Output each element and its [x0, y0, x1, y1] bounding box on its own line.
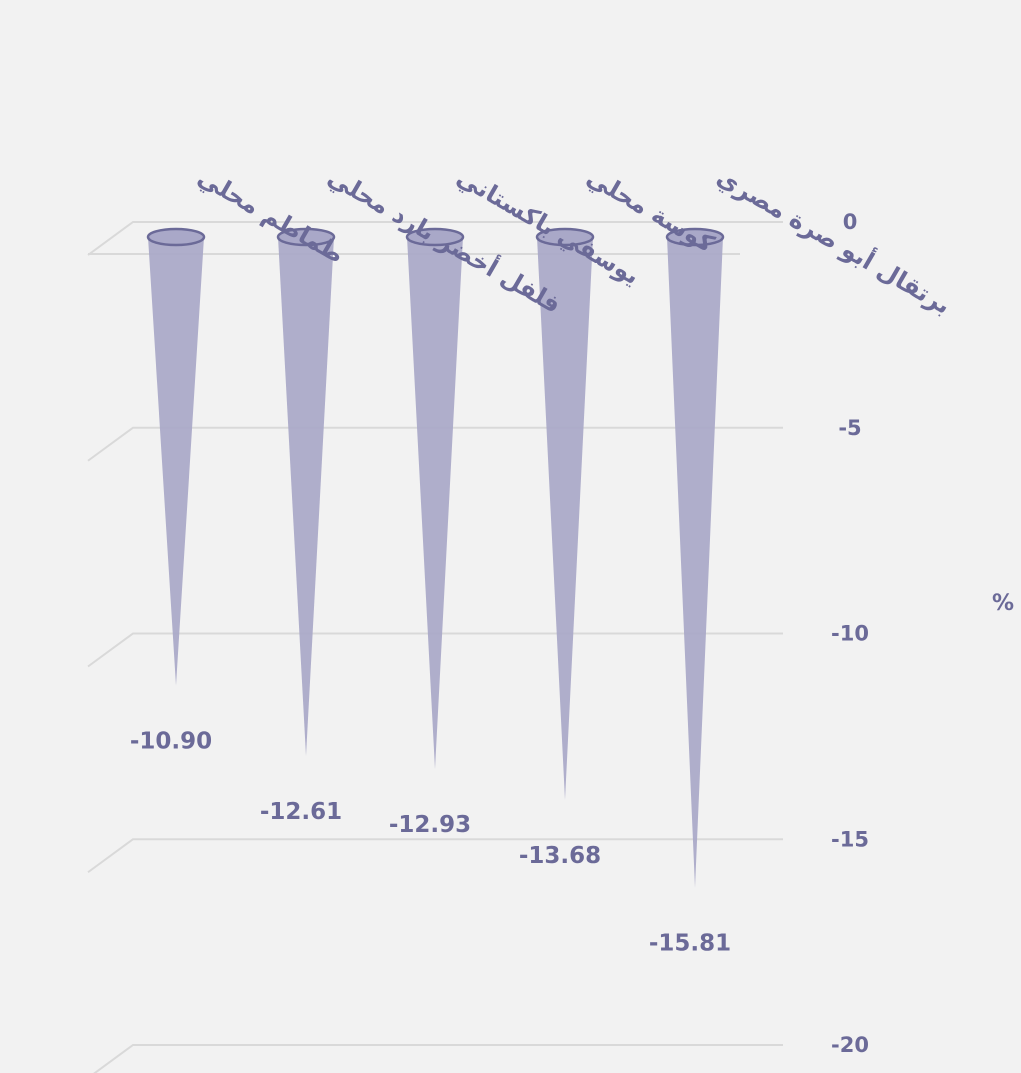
- gridline-4: [93, 1044, 783, 1073]
- cone-bar: [535, 227, 595, 800]
- cone-bar: [405, 227, 465, 770]
- data-label: -15.81: [649, 931, 731, 957]
- data-label: -10.90: [130, 729, 212, 755]
- y-tick-label: 0: [843, 210, 858, 234]
- gridline-0: [87, 221, 783, 256]
- category-label: برتقال أبو صرة مصري: [712, 161, 957, 320]
- y-tick-label: -20: [831, 1033, 869, 1057]
- cone-body: [407, 237, 463, 770]
- cone-top: [535, 227, 595, 247]
- data-label: -12.61: [260, 799, 342, 825]
- cone-body: [148, 237, 204, 686]
- cone-top: [665, 227, 725, 247]
- cone-top: [146, 227, 206, 247]
- data-label: -12.93: [389, 812, 471, 838]
- cone-body: [278, 237, 334, 756]
- cone-body: [667, 237, 723, 888]
- cone-body: [537, 237, 593, 800]
- cone-bar: [146, 227, 206, 686]
- y-axis-unit-label: %: [992, 591, 1014, 616]
- cone-bar: [665, 227, 725, 888]
- y-tick-label: -10: [831, 622, 869, 646]
- cone-bar: [276, 227, 336, 756]
- cone-top: [276, 227, 336, 247]
- y-tick-label: -15: [831, 827, 869, 851]
- gridline-3: [87, 838, 783, 874]
- cone-top: [405, 227, 465, 247]
- y-tick-label: -5: [838, 416, 861, 440]
- data-label: -13.68: [519, 843, 601, 869]
